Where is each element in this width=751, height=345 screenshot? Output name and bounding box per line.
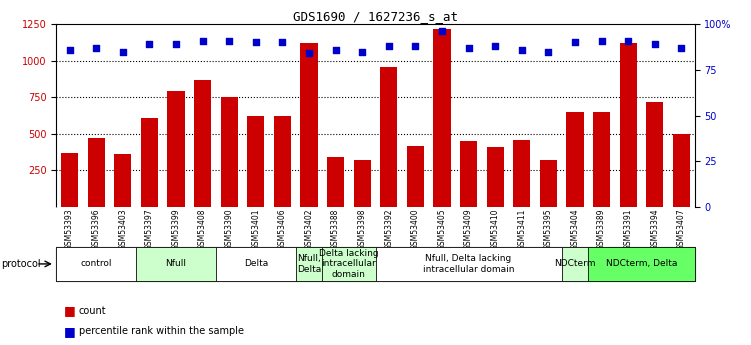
Text: GSM53394: GSM53394 (650, 208, 659, 250)
Point (64, 47, 76, 52)
Text: Nfull, Delta lacking
intracellular domain: Nfull, Delta lacking intracellular domai… (423, 254, 514, 274)
Text: Delta: Delta (243, 259, 268, 268)
Point (356, 49, 368, 54)
Point (117, 49, 129, 54)
Point (170, 41, 182, 47)
Text: GSM53395: GSM53395 (544, 208, 553, 250)
Point (330, 47, 342, 52)
Bar (296, 247, 322, 281)
Text: GSM53403: GSM53403 (119, 208, 128, 250)
Text: GSM53400: GSM53400 (411, 208, 420, 250)
Text: GSM53389: GSM53389 (597, 208, 606, 250)
Point (622, 38, 634, 43)
Point (675, 45, 687, 51)
Point (542, 49, 554, 54)
Point (649, 41, 661, 47)
Point (250, 40, 262, 45)
Point (409, 43, 421, 49)
Bar (376, 247, 562, 281)
Bar (562, 247, 588, 281)
Bar (322, 247, 376, 281)
Text: control: control (80, 259, 112, 268)
Point (303, 51, 315, 56)
Text: NDCterm, Delta: NDCterm, Delta (606, 259, 677, 268)
Text: Nfull,
Delta: Nfull, Delta (297, 254, 321, 274)
Bar (327, 157, 344, 207)
Point (569, 40, 581, 45)
Bar (593, 112, 611, 207)
Text: GSM53392: GSM53392 (385, 208, 394, 250)
Bar (140, 118, 158, 207)
Point (596, 38, 608, 43)
Point (383, 43, 395, 49)
Text: GSM53410: GSM53410 (490, 208, 499, 250)
Bar (194, 80, 211, 207)
Bar (216, 247, 296, 281)
Point (516, 47, 528, 52)
Point (143, 41, 155, 47)
Text: GDS1690 / 1627236_s_at: GDS1690 / 1627236_s_at (293, 10, 458, 23)
Point (223, 38, 235, 43)
Point (489, 43, 501, 49)
Bar (56, 247, 136, 281)
Text: GSM53409: GSM53409 (464, 208, 473, 250)
Text: GSM53411: GSM53411 (517, 208, 526, 249)
Text: ■: ■ (64, 325, 76, 338)
Text: NDCterm: NDCterm (554, 259, 596, 268)
Text: Nfull: Nfull (165, 259, 186, 268)
Point (463, 45, 475, 51)
Bar (620, 43, 637, 207)
Point (197, 38, 209, 43)
Text: GSM53405: GSM53405 (438, 208, 447, 250)
Text: GSM53406: GSM53406 (278, 208, 287, 250)
Text: GSM53393: GSM53393 (65, 208, 74, 250)
Text: GSM53399: GSM53399 (171, 208, 180, 250)
Text: GSM53391: GSM53391 (623, 208, 632, 250)
Text: percentile rank within the sample: percentile rank within the sample (79, 326, 244, 336)
Text: GSM53401: GSM53401 (252, 208, 261, 250)
Text: GSM53397: GSM53397 (145, 208, 154, 250)
Text: GSM53398: GSM53398 (357, 208, 366, 250)
Bar (88, 138, 105, 207)
Bar (407, 146, 424, 207)
Bar (221, 97, 238, 207)
Bar (274, 116, 291, 207)
Text: Delta lacking
intracellular
domain: Delta lacking intracellular domain (319, 249, 379, 279)
Text: count: count (79, 306, 107, 315)
Bar (487, 147, 504, 207)
Text: GSM53402: GSM53402 (304, 208, 313, 250)
Bar (136, 247, 216, 281)
Bar (114, 154, 131, 207)
Text: GSM53407: GSM53407 (677, 208, 686, 250)
Point (90, 45, 102, 51)
Point (276, 40, 288, 45)
Bar (433, 29, 451, 207)
Bar (167, 91, 185, 207)
Bar (247, 116, 264, 207)
Point (436, 29, 448, 34)
Text: protocol: protocol (2, 259, 41, 269)
Bar (646, 102, 663, 207)
Text: GSM53390: GSM53390 (225, 208, 234, 250)
Bar (460, 141, 477, 207)
Bar (566, 112, 584, 207)
Text: GSM53396: GSM53396 (92, 208, 101, 250)
Text: GSM53404: GSM53404 (571, 208, 580, 250)
Text: ■: ■ (64, 304, 76, 317)
Text: GSM53388: GSM53388 (331, 208, 340, 249)
Text: GSM53408: GSM53408 (198, 208, 207, 250)
Bar (673, 134, 690, 207)
Bar (354, 160, 371, 207)
Bar (300, 43, 318, 207)
Bar (380, 67, 397, 207)
Bar (61, 153, 78, 207)
Bar (588, 247, 695, 281)
Bar (540, 160, 557, 207)
Bar (513, 140, 530, 207)
